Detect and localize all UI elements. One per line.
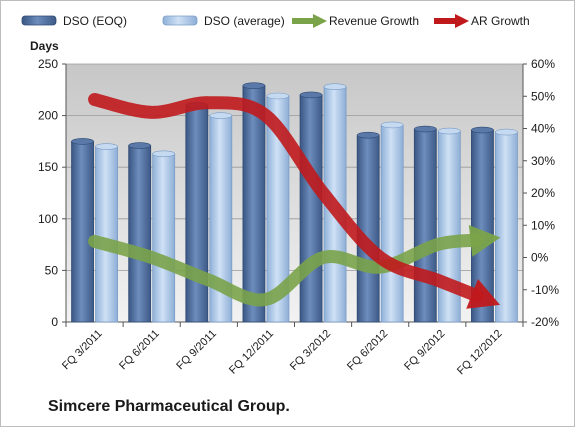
y-left-tick-label: 100 [38,212,58,226]
y-right-tick-label: 40% [531,122,555,136]
line-revenue-growth [88,233,484,307]
bar-cap-dso-average [266,92,290,100]
bar-cap-dso-eoq [299,91,323,99]
bar-dso-eoq [185,104,209,323]
bar-dso-eoq [356,134,380,323]
y-right-tick-label: -20% [531,315,559,329]
y-axis-title: Days [30,39,59,53]
bar-dso-average [495,131,518,323]
y-right-tick-label: 20% [531,186,555,200]
y-left-tick-label: 200 [38,109,58,123]
y-left-tick-label: 50 [45,263,59,277]
y-right-tick-label: 60% [531,57,555,71]
legend-label-revenue-growth: Revenue Growth [329,14,420,28]
y-left-tick-label: 150 [38,160,58,174]
bar-cap-dso-average [380,121,404,129]
bar-dso-eoq [71,140,94,323]
x-tick-label: FQ 6/2011 [117,328,162,373]
x-tick-label: FQ 6/2012 [345,328,390,373]
bar-dso-eoq [413,128,437,323]
bar-dso-eoq [128,145,152,323]
bar-cap-dso-eoq [71,138,94,145]
bar-cap-dso-eoq [128,142,151,149]
chart-title: Simcere Pharmaceutical Group. [48,398,290,415]
legend-swatch-revenue-growth [292,14,327,28]
bar-dso-average [380,124,404,323]
bar-cap-dso-eoq [414,125,437,133]
x-tick-label: FQ 9/2011 [174,328,219,373]
line-ar-growth [88,92,485,303]
bar-cap-dso-average [209,112,233,119]
y-right-tick-label: 30% [531,154,555,168]
y-right-tick-label: 50% [531,89,555,103]
bar-dso-average [152,153,176,323]
x-tick-label: FQ 3/2012 [288,328,333,373]
bar-dso-average [95,146,118,323]
y-right-tick-label: 0% [531,251,549,265]
x-tick-label: FQ 9/2012 [402,328,447,373]
y-right-tick-label: 10% [531,218,555,232]
bar-cap-dso-eoq [471,126,494,134]
bar-cap-dso-average [495,128,518,136]
bar-dso-eoq [299,94,323,323]
y-left-tick-label: 0 [51,315,58,329]
x-tick-label: FQ 12/2011 [227,328,276,377]
bar-dso-eoq [242,85,266,323]
arrowhead-revenue-growth [468,224,501,257]
bar-cap-dso-average [438,127,461,135]
legend-label-dso-average: DSO (average) [204,14,285,28]
bar-cap-dso-average [323,83,347,91]
legend-label-ar-growth: AR Growth [471,14,530,28]
bar-cap-dso-eoq [242,82,266,89]
bar-cap-dso-average [152,150,175,158]
x-tick-label: FQ 12/2012 [455,328,505,378]
bar-cap-dso-average [95,143,118,150]
x-tick-label: FQ 3/2011 [60,328,105,373]
legend-swatch-ar-growth [434,14,469,28]
y-right-tick-label: -10% [531,283,559,297]
legend-swatch-dso-average [162,15,198,26]
bar-cap-dso-eoq [356,131,380,139]
arrowhead-ar-growth [466,278,501,309]
y-left-tick-label: 250 [38,57,58,71]
legend-label-dso-eoq: DSO (EOQ) [63,14,128,28]
legend-swatch-dso-eoq [21,15,57,26]
